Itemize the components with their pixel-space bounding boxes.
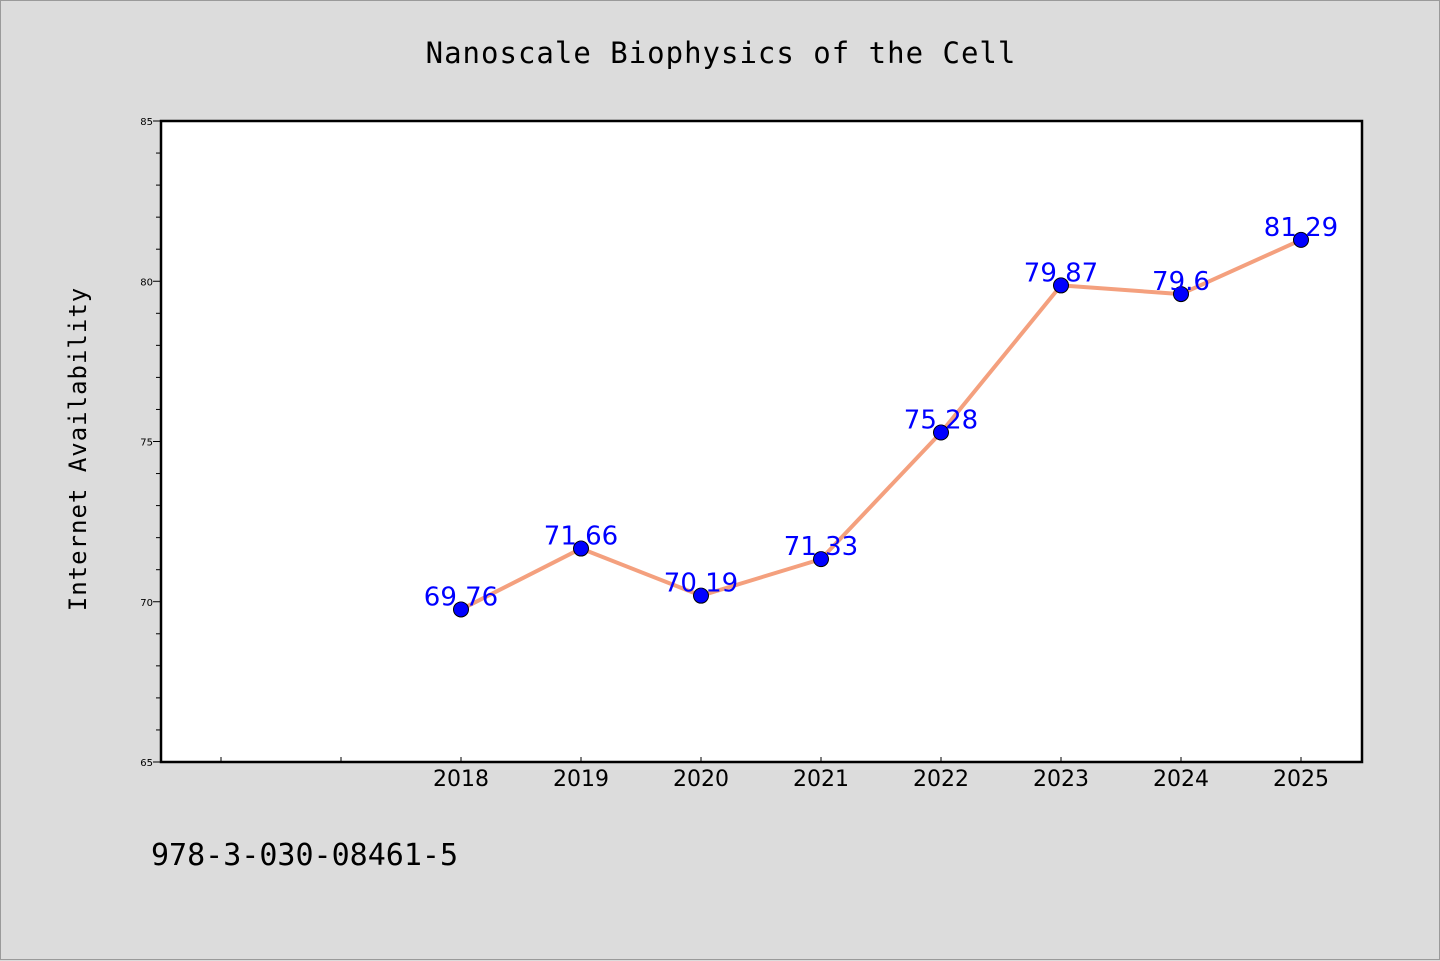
x-axis: 2018 2019 2020 2021 2022 2023 2024 2025 <box>220 757 1329 792</box>
x-tick-label: 2022 <box>913 767 969 792</box>
data-point <box>693 587 709 604</box>
y-axis-label: Internet Availability <box>64 287 92 611</box>
x-tick-label: 2025 <box>1273 767 1329 792</box>
data-label: 79.87 <box>1024 258 1098 288</box>
data-point <box>453 601 469 618</box>
data-label: 70.19 <box>664 569 738 599</box>
series-line-group: 69.76 71.66 70.19 71.33 75.28 79.87 79.6 81.29 <box>424 213 1338 618</box>
y-tick-label: 65 <box>140 758 153 769</box>
data-label: 75.28 <box>904 406 978 436</box>
y-tick-label: 75 <box>140 438 153 449</box>
data-label: 69.76 <box>424 582 498 612</box>
data-point <box>1173 286 1189 303</box>
data-label: 81.29 <box>1264 213 1338 243</box>
chart-title: Nanoscale Biophysics of the Cell <box>426 36 1017 70</box>
series-line <box>460 238 1302 612</box>
data-label: 71.33 <box>784 532 858 562</box>
y-axis: 65 70 75 80 85 <box>140 117 161 769</box>
data-point <box>933 424 949 441</box>
data-point <box>573 540 589 557</box>
data-label: 71.66 <box>544 522 618 552</box>
y-tick-label: 85 <box>140 117 153 128</box>
data-label: 79.6 <box>1152 267 1210 297</box>
y-tick-label: 80 <box>140 277 153 288</box>
x-tick-label: 2018 <box>433 767 489 792</box>
data-point <box>1293 231 1309 248</box>
x-tick-label: 2023 <box>1033 767 1089 792</box>
footer-isbn: 978-3-030-08461-5 <box>151 838 458 873</box>
x-tick-label: 2019 <box>553 767 609 792</box>
plot-area <box>159 119 1364 764</box>
y-tick-label: 70 <box>140 598 153 609</box>
data-point <box>813 551 829 568</box>
x-tick-label: 2020 <box>673 767 729 792</box>
data-point <box>1053 277 1069 294</box>
x-tick-label: 2024 <box>1153 767 1209 792</box>
x-tick-label: 2021 <box>793 767 849 792</box>
